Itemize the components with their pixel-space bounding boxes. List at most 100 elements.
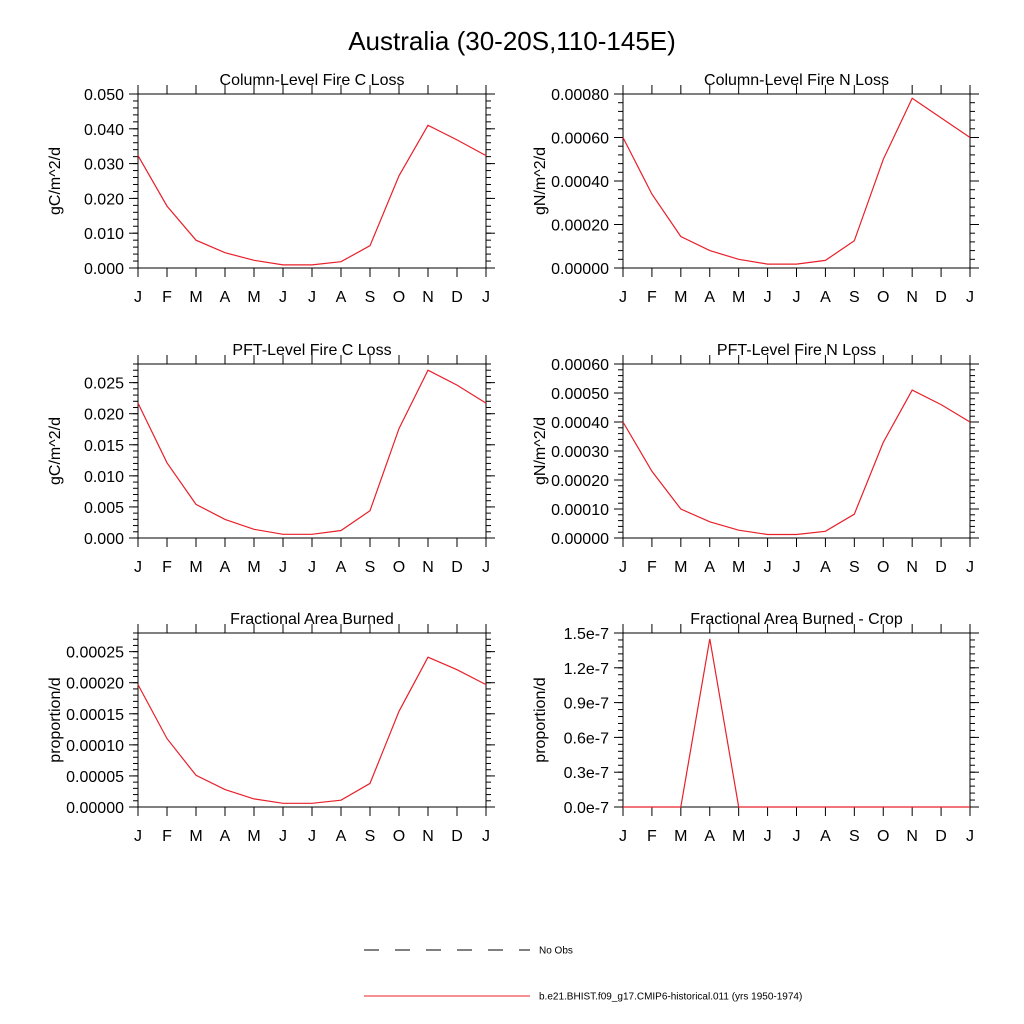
x-tick-label: J bbox=[764, 289, 772, 306]
y-tick-label: 0.6e-7 bbox=[564, 730, 609, 747]
plot-frame bbox=[622, 363, 971, 539]
y-tick-label: 0.00060 bbox=[551, 131, 609, 148]
x-tick-label: M bbox=[732, 828, 745, 845]
x-tick-label: O bbox=[877, 828, 889, 845]
y-tick-label: 0.00040 bbox=[551, 174, 609, 191]
x-tick-label: A bbox=[820, 828, 831, 845]
x-tick-label: J bbox=[966, 828, 974, 845]
x-tick-label: J bbox=[619, 828, 627, 845]
x-tick-label: J bbox=[482, 828, 490, 845]
x-tick-label: M bbox=[674, 828, 687, 845]
y-tick-label: 0.010 bbox=[84, 226, 124, 243]
series-line-1 bbox=[622, 97, 971, 265]
y-axis-label: gC/m^2/d bbox=[47, 147, 64, 215]
x-tick-label: F bbox=[162, 289, 172, 306]
panel-title: Column-Level Fire C Loss bbox=[220, 72, 405, 89]
y-tick-label: 0.0e-7 bbox=[564, 800, 609, 817]
x-tick-label: O bbox=[393, 828, 405, 845]
y-tick-label: 0.020 bbox=[84, 191, 124, 208]
y-tick-label: 0.00040 bbox=[551, 415, 609, 432]
x-tick-label: A bbox=[220, 289, 231, 306]
x-tick-label: S bbox=[849, 828, 860, 845]
y-tick-label: 0.00010 bbox=[66, 738, 124, 755]
x-tick-label: O bbox=[393, 289, 405, 306]
x-tick-label: O bbox=[877, 559, 889, 576]
x-tick-label: J bbox=[619, 559, 627, 576]
series-line-1 bbox=[137, 656, 487, 804]
x-tick-label: J bbox=[793, 559, 801, 576]
x-tick-label: S bbox=[365, 559, 376, 576]
x-tick-label: D bbox=[935, 828, 947, 845]
y-tick-label: 0.00060 bbox=[551, 357, 609, 374]
y-tick-label: 0.00020 bbox=[551, 218, 609, 235]
y-tick-label: 0.040 bbox=[84, 122, 124, 139]
x-tick-label: S bbox=[849, 289, 860, 306]
x-tick-label: D bbox=[935, 559, 947, 576]
x-tick-label: A bbox=[704, 289, 715, 306]
panel-title: PFT-Level Fire C Loss bbox=[232, 342, 391, 359]
x-tick-label: J bbox=[134, 289, 142, 306]
x-tick-label: J bbox=[793, 828, 801, 845]
x-tick-label: M bbox=[674, 289, 687, 306]
y-tick-label: 0.030 bbox=[84, 157, 124, 174]
x-tick-label: D bbox=[451, 289, 463, 306]
y-tick-label: 0.025 bbox=[84, 376, 124, 393]
y-tick-label: 0.050 bbox=[84, 87, 124, 104]
series-line-1 bbox=[137, 369, 487, 535]
figure-title: Australia (30-20S,110-145E) bbox=[348, 26, 676, 56]
x-tick-label: D bbox=[451, 559, 463, 576]
legend-model-label: b.e21.BHIST.f09_g17.CMIP6-historical.011… bbox=[539, 992, 802, 1003]
x-tick-label: J bbox=[966, 289, 974, 306]
x-tick-label: N bbox=[906, 559, 918, 576]
x-tick-label: F bbox=[162, 559, 172, 576]
x-tick-label: F bbox=[647, 559, 657, 576]
y-tick-label: 0.00020 bbox=[66, 676, 124, 693]
x-tick-label: M bbox=[247, 559, 260, 576]
y-tick-label: 0.00000 bbox=[551, 261, 609, 278]
panel-title: PFT-Level Fire N Loss bbox=[717, 342, 876, 359]
y-tick-label: 0.00050 bbox=[551, 386, 609, 403]
y-tick-label: 0.00015 bbox=[66, 707, 124, 724]
x-tick-label: A bbox=[704, 828, 715, 845]
x-tick-label: J bbox=[764, 828, 772, 845]
x-tick-label: M bbox=[674, 559, 687, 576]
x-tick-label: J bbox=[619, 289, 627, 306]
x-tick-label: A bbox=[704, 559, 715, 576]
x-tick-label: J bbox=[308, 289, 316, 306]
x-tick-label: J bbox=[793, 289, 801, 306]
x-tick-label: A bbox=[220, 559, 231, 576]
y-tick-label: 1.5e-7 bbox=[564, 626, 609, 643]
x-tick-label: J bbox=[482, 289, 490, 306]
x-tick-label: J bbox=[134, 559, 142, 576]
x-tick-label: M bbox=[732, 289, 745, 306]
x-tick-label: N bbox=[422, 559, 434, 576]
y-tick-label: 0.00030 bbox=[551, 444, 609, 461]
x-tick-label: D bbox=[935, 289, 947, 306]
x-tick-label: M bbox=[732, 559, 745, 576]
x-tick-label: N bbox=[906, 289, 918, 306]
y-tick-label: 0.015 bbox=[84, 438, 124, 455]
x-tick-label: M bbox=[189, 289, 202, 306]
y-tick-label: 0.00025 bbox=[66, 645, 124, 662]
x-tick-label: A bbox=[336, 289, 347, 306]
chart-panel-6: Fractional Area Burned - Crop proportion/… bbox=[532, 611, 979, 845]
legend-obs-label: No Obs bbox=[539, 946, 573, 957]
y-tick-label: 0.00080 bbox=[551, 87, 609, 104]
x-tick-label: N bbox=[422, 828, 434, 845]
y-tick-label: 1.2e-7 bbox=[564, 661, 609, 678]
panel-title: Fractional Area Burned bbox=[230, 611, 394, 628]
x-tick-label: J bbox=[966, 559, 974, 576]
y-axis-label: gC/m^2/d bbox=[47, 417, 64, 485]
x-tick-label: J bbox=[279, 559, 287, 576]
x-tick-label: O bbox=[393, 559, 405, 576]
x-tick-label: A bbox=[820, 559, 831, 576]
series-line-1 bbox=[623, 638, 970, 808]
y-tick-label: 0.00010 bbox=[551, 502, 609, 519]
x-tick-label: J bbox=[308, 559, 316, 576]
